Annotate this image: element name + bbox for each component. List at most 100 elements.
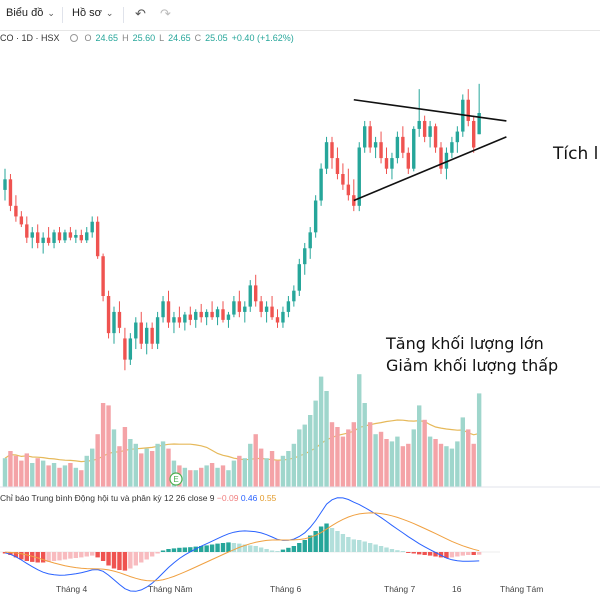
macd-hist-bar — [324, 523, 329, 552]
candle — [379, 131, 383, 164]
candle — [106, 290, 111, 339]
macd-hist-bar — [367, 543, 373, 552]
macd-hist-bar — [313, 531, 318, 552]
volume-bar — [215, 467, 220, 487]
macd-hist-bar — [466, 552, 471, 555]
volume-bar — [302, 424, 307, 487]
macd-hist-bar — [30, 552, 35, 562]
volume-bar — [73, 467, 79, 487]
candle-body — [166, 301, 171, 323]
chart-menu-label: Biểu đồ — [6, 7, 44, 19]
change-value: +0.40 (+1.62%) — [231, 33, 294, 43]
symbol-label[interactable]: CO · 1D · HSX — [0, 33, 60, 43]
macd-hist-bar — [171, 548, 177, 552]
macd-hist-bar — [302, 540, 307, 552]
macd-hist-bar — [149, 552, 155, 557]
volume-bar — [444, 446, 449, 487]
candle-body — [428, 126, 432, 137]
macd-hist-bar — [188, 547, 193, 552]
candle-body — [112, 311, 116, 334]
macd-hist-bar — [226, 542, 231, 552]
candle-body — [264, 306, 269, 312]
visibility-dot-icon[interactable] — [69, 34, 78, 42]
triangle-trendlines[interactable] — [353, 98, 507, 202]
time-axis-label: Tháng 6 — [270, 584, 302, 594]
candle — [166, 290, 171, 328]
close-label: C — [194, 33, 202, 43]
volume-bar — [362, 403, 367, 487]
time-axis[interactable]: Tháng 4 Tháng Năm Tháng 6 Tháng 7 16 Thá… — [0, 584, 600, 598]
volume-bar — [280, 455, 286, 487]
candle-body — [106, 296, 111, 334]
volume-bar — [117, 446, 122, 487]
volume-bar — [139, 453, 144, 487]
macd-hist-bar — [73, 552, 79, 558]
candle-body — [248, 285, 252, 307]
macd-hist-bar — [346, 537, 351, 552]
volume-bar — [19, 460, 24, 487]
trendline — [353, 136, 507, 202]
time-axis-label: Tháng 4 — [56, 584, 88, 594]
profile-menu[interactable]: Hồ sơ ⌄ — [72, 7, 113, 19]
candle-body — [422, 120, 427, 137]
volume-bar — [297, 429, 302, 487]
candle-body — [199, 311, 203, 318]
macd-legend[interactable]: Chỉ báo Trung bình Động hội tu và phân k… — [0, 493, 276, 503]
volume-annotation-line1: Tăng khối lượng lớn — [386, 334, 544, 353]
volume-bar — [106, 405, 111, 487]
time-axis-label: Tháng Tám — [500, 584, 544, 594]
macd-hist-bar — [400, 551, 406, 552]
chart-menu[interactable]: Biểu đồ ⌄ — [6, 7, 55, 19]
earnings-marker-circle — [169, 472, 183, 486]
undo-icon[interactable]: ↶ — [135, 6, 146, 21]
macd-hist-bar — [275, 551, 280, 552]
volume-bar — [51, 463, 57, 487]
macd-hist-bar — [95, 552, 100, 558]
volume-bar — [264, 458, 269, 487]
volume-bar — [406, 443, 411, 487]
macd-hist-bar — [204, 545, 209, 552]
candle-body — [232, 301, 236, 315]
candle-body — [215, 309, 220, 318]
volume-bar — [95, 434, 100, 487]
volume-bar — [90, 448, 95, 487]
candle-body — [221, 309, 225, 320]
candle — [417, 89, 421, 137]
volume-bar — [449, 448, 455, 487]
candle-body — [395, 136, 400, 159]
volume-bars — [2, 374, 482, 487]
volume-bar — [204, 465, 209, 487]
candle-body — [25, 224, 29, 238]
macd-hist-bar — [438, 552, 444, 558]
candle-body — [79, 235, 83, 241]
macd-line-value: 0.46 — [240, 493, 258, 503]
candle-body — [444, 152, 449, 169]
volume-bar — [149, 451, 155, 487]
candle-body — [226, 314, 231, 320]
volume-bar — [199, 467, 204, 487]
volume-bar — [30, 463, 35, 487]
macd-hist-bar — [160, 550, 166, 552]
candlesticks — [3, 83, 481, 371]
volume-bar — [455, 441, 460, 487]
trendline — [353, 98, 507, 122]
candle — [204, 309, 209, 326]
candle — [390, 152, 394, 180]
candle — [145, 322, 149, 355]
earnings-marker[interactable]: E — [169, 472, 183, 486]
volume-bar — [324, 391, 329, 487]
redo-icon[interactable]: ↷ — [160, 6, 171, 21]
candle — [450, 136, 454, 159]
candle — [297, 258, 301, 296]
volume-bar — [460, 417, 465, 487]
candle — [90, 216, 94, 238]
macd-hist-bar — [62, 552, 68, 560]
candle-body — [439, 147, 443, 169]
macd-hist-bar — [100, 552, 106, 561]
macd-hist-bar — [248, 545, 253, 552]
candle — [57, 227, 62, 243]
candle-body — [14, 205, 18, 217]
candle — [117, 301, 122, 334]
macd-hist-bar — [378, 546, 384, 552]
